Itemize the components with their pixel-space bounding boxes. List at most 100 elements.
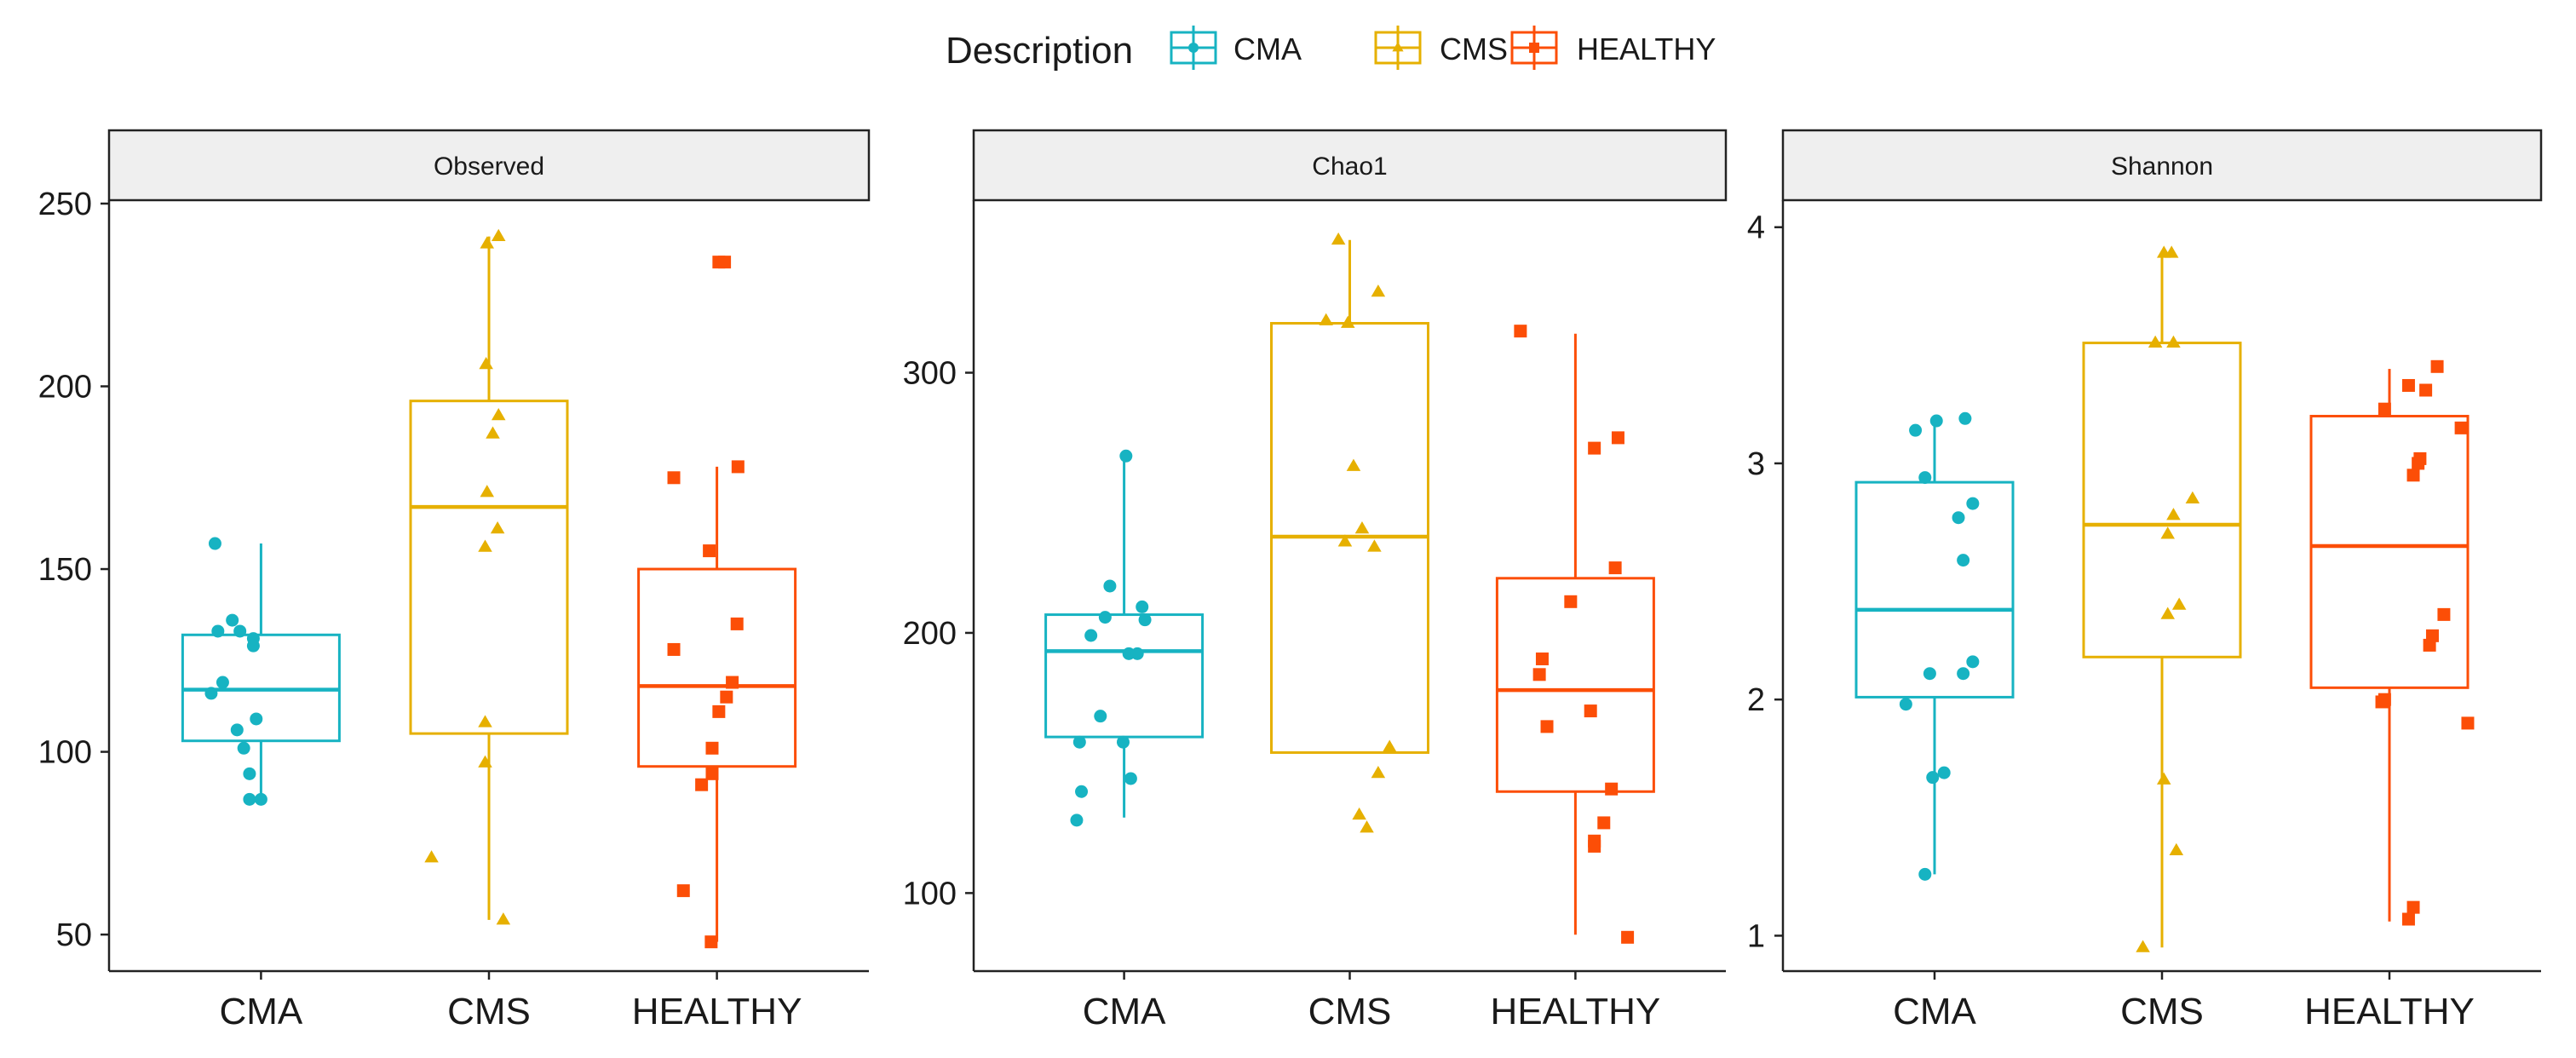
data-point [490,521,505,534]
data-point [1899,698,1912,711]
data-point [480,236,495,249]
facet-strip [1781,129,2543,202]
legend-key-marker [1529,43,1539,53]
data-point [233,624,247,638]
data-point [1588,839,1601,853]
data-point [1098,611,1112,624]
x-tick-label: CMS [2120,991,2204,1032]
y-tick-label: 200 [38,370,92,405]
y-tick-label: 250 [38,187,92,222]
y-tick-label: 100 [38,735,92,771]
box-group-cms [2082,245,2242,952]
box-iqr [1854,480,2015,699]
data-point [1584,704,1597,718]
data-point [254,792,267,806]
data-point [1540,720,1554,733]
data-point [676,884,690,898]
legend-label: CMA [1233,32,1302,66]
data-point [1952,511,1965,525]
x-tick-label: CMA [220,991,303,1032]
data-point [2406,900,2420,914]
data-point [496,912,511,925]
data-point [1354,520,1370,534]
data-point [1337,534,1353,547]
data-point [705,741,719,755]
x-tick-label: CMS [1308,991,1392,1032]
data-point [204,687,218,700]
box-group-healthy [637,256,797,949]
data-point [731,460,745,474]
box-iqr [1495,577,1655,793]
data-point [424,850,439,863]
legend: Description CMA CMS HEALTHY [946,26,1716,72]
data-point [2430,359,2444,373]
data-point [2171,597,2187,610]
data-point [1957,667,1970,681]
data-point [704,935,718,949]
y-tick-label: 300 [903,356,957,392]
data-point [1535,652,1549,665]
data-point [712,704,726,718]
data-point [2166,508,2181,520]
x-tick-label: HEALTHY [2304,991,2475,1032]
legend-item-healthy: HEALTHY [1510,26,1716,70]
data-point [1371,766,1386,779]
data-point [705,767,719,780]
y-tick-label: 100 [903,876,957,911]
data-point [2160,607,2175,619]
y-tick-label: 4 [1747,210,1765,246]
facet-strip-label: Shannon [2111,152,2213,181]
data-point [478,715,492,727]
data-point [695,778,709,791]
data-point [216,676,229,689]
data-point [1588,441,1601,455]
box-group-healthy [1495,325,1655,944]
data-point [2412,457,2425,470]
data-point [246,639,260,653]
data-point [1532,668,1546,681]
legend-label: CMS [1440,32,1508,66]
data-point [1070,814,1084,827]
data-point [1382,739,1397,752]
data-point [491,408,506,421]
data-point [237,741,250,755]
box-iqr [2309,415,2470,689]
data-point [2148,335,2163,348]
x-tick-label: HEALTHY [1491,991,1661,1032]
data-point [1331,232,1346,245]
box-iqr [637,567,797,768]
panel-chao1: Chao1 100 200 300 CMA CMS HEALTHY [903,129,1728,1032]
facet-strip [972,129,1728,202]
data-point [243,767,256,780]
data-point [2454,421,2468,434]
data-point [1130,647,1144,660]
data-point [1621,930,1635,944]
data-point [720,690,733,704]
data-point [2169,842,2184,856]
data-point [1923,667,1936,681]
data-point [1909,423,1923,437]
y-tick-label: 3 [1747,446,1765,482]
box-group-cms [1270,232,1429,833]
data-point [667,471,681,485]
x-tick-label: HEALTHY [632,991,802,1032]
facet-strip [107,129,871,202]
data-point [2401,378,2415,392]
x-tick-label: CMS [447,991,531,1032]
data-point [718,256,732,269]
data-point [1926,771,1940,785]
box-group-cma [181,537,341,806]
data-point [2423,638,2436,652]
data-point [2375,695,2389,709]
data-point [2461,716,2475,730]
legend-item-cms: CMS [1374,26,1508,70]
data-point [1514,325,1527,338]
data-point [726,676,739,689]
data-point [478,539,492,552]
data-point [1138,613,1152,627]
data-point [2406,469,2420,482]
box-group-cms [409,228,569,925]
data-point [1918,867,1932,881]
data-point [1084,629,1098,642]
data-point [1929,414,1943,428]
